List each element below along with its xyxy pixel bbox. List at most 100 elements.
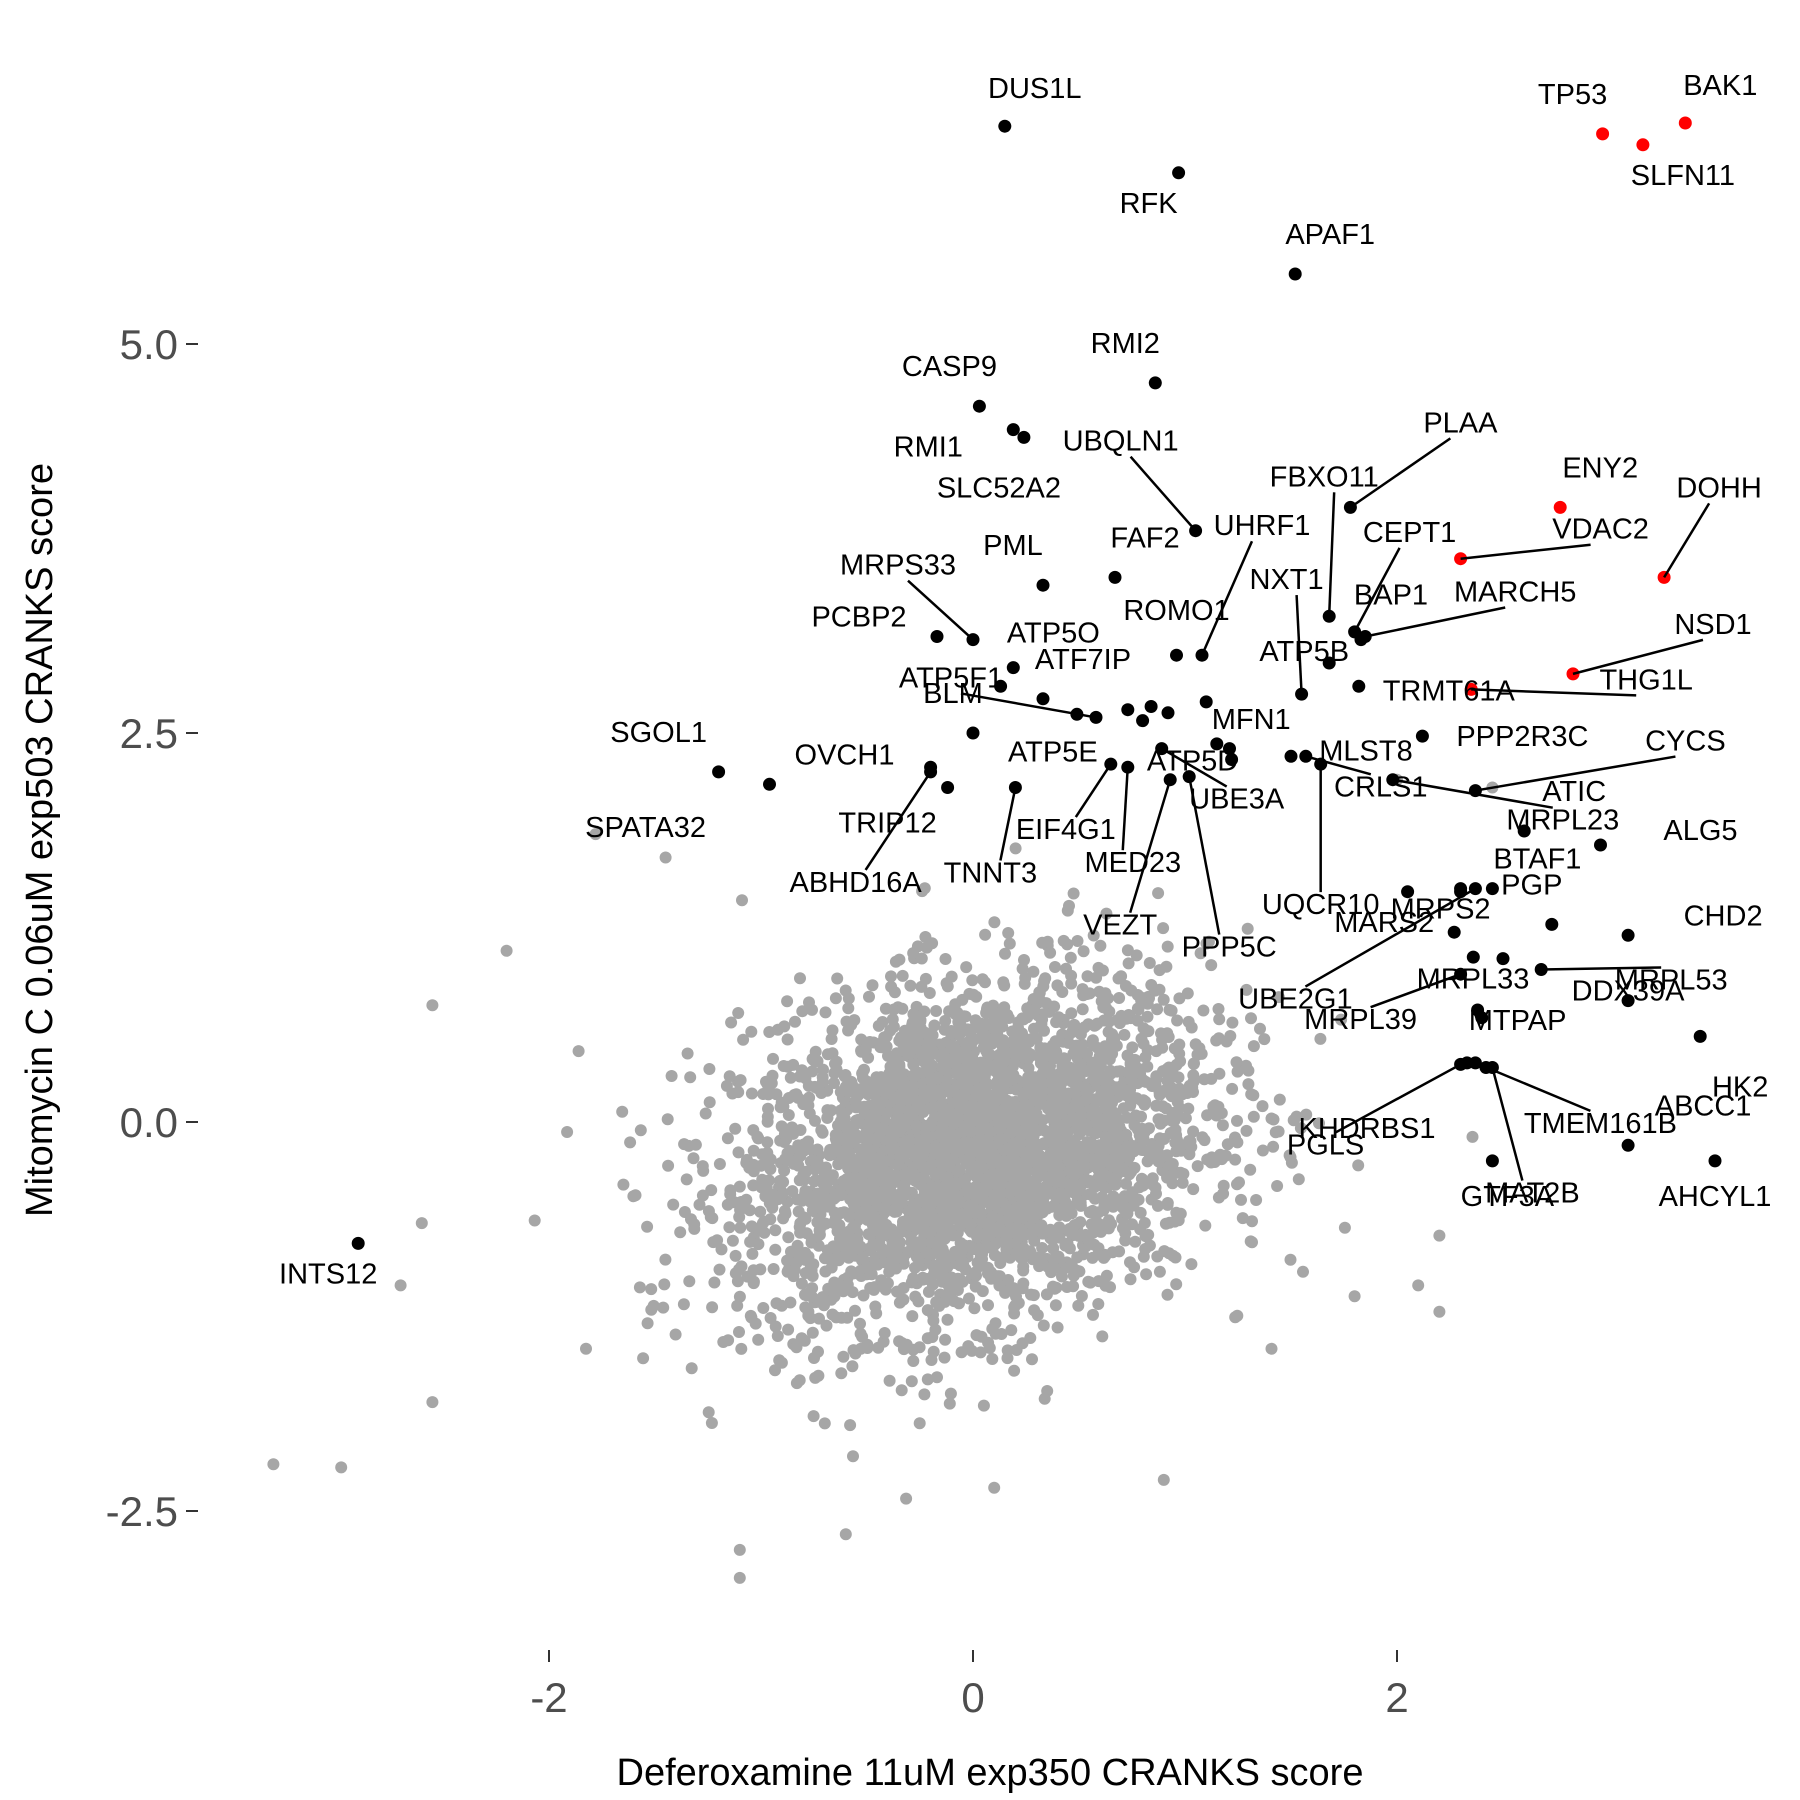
background-point [1297,1265,1309,1278]
background-point [892,1157,905,1170]
background-point [1046,1070,1059,1083]
background-point [696,1160,709,1173]
background-point [1254,1022,1266,1035]
background-point [889,1168,902,1181]
background-point [1027,965,1040,978]
point-label: INTS12 [279,1258,377,1290]
leader-line [1392,778,1553,809]
background-point [645,1283,658,1296]
background-point [791,1193,804,1206]
background-point [1090,1056,1102,1069]
background-point [754,1205,767,1218]
point-label: MRPL23 [1506,805,1619,837]
background-point [918,1171,930,1184]
background-point [999,947,1011,960]
point-label: FBXO11 [1270,461,1379,493]
background-point [895,1384,908,1397]
background-point [1135,1110,1147,1123]
background-point [1197,1004,1210,1017]
background-point [1128,1161,1141,1174]
background-point [733,1211,746,1223]
background-point [1152,1113,1165,1126]
point-tp53 [1596,127,1610,141]
background-point [725,1016,738,1029]
background-point [733,1571,746,1584]
background-point [1164,1071,1177,1084]
background-point [777,1060,790,1072]
background-point [633,1281,646,1294]
background-point [415,1217,428,1230]
background-point [702,1205,715,1218]
point-label: AHCYL1 [1659,1181,1772,1213]
background-point [769,1224,782,1237]
leader-line [1200,540,1254,656]
background-point [1043,1185,1056,1198]
point-med23 [1121,760,1135,774]
background-point [627,1190,640,1203]
background-point [793,1174,806,1187]
background-point [976,1216,989,1229]
background-point [1027,1143,1039,1155]
point-dus1l [998,119,1012,133]
background-point [990,1222,1003,1235]
background-point [745,1087,758,1100]
point-label: RMI2 [1091,328,1160,360]
background-point [782,1231,795,1244]
background-point [747,1275,760,1288]
background-point [703,1096,716,1109]
background-point [1092,961,1105,974]
background-point [1020,1178,1033,1191]
background-point [986,1353,999,1365]
background-point [820,1319,833,1332]
background-point [1157,922,1170,935]
background-point [1150,1099,1163,1112]
background-point [1099,1279,1112,1292]
background-point [1201,1109,1214,1122]
background-point [720,1079,733,1092]
background-point [849,1304,861,1317]
background-point [940,1181,953,1194]
point-label: ATP5D [1147,746,1238,778]
background-point [706,1301,719,1314]
background-point [815,1087,828,1099]
background-point [1031,1309,1044,1322]
background-point [831,972,844,985]
background-point [1038,1392,1051,1405]
background-point [1143,1239,1156,1252]
background-point [1036,1085,1049,1098]
background-point [1107,1190,1120,1203]
leader-line [1188,776,1221,935]
background-point [1153,1265,1166,1278]
background-point [854,1327,867,1340]
point-label: ATP5B [1259,636,1349,668]
point-label: ATP5O [1007,618,1100,650]
background-point [842,1225,855,1238]
leader-line [1074,763,1112,818]
point-label: PPP5C [1182,932,1277,964]
background-point [765,1077,778,1090]
background-point [1242,1078,1255,1091]
background-point [1003,937,1016,950]
background-point [908,1147,920,1160]
background-point [755,1181,768,1194]
background-point [1062,1036,1075,1049]
background-point [662,1159,675,1172]
background-point [951,1178,964,1191]
background-point [1009,842,1022,855]
background-point [782,1323,795,1336]
background-point [684,1071,697,1084]
background-point [1231,1136,1244,1149]
background-point [1002,1228,1015,1241]
background-point [833,1146,846,1159]
background-point [826,1308,839,1321]
background-point [1231,1065,1244,1078]
background-point [976,973,989,986]
background-point [687,1152,700,1165]
background-point [1005,1110,1018,1123]
background-point [1070,1070,1083,1083]
background-point [1096,1191,1109,1204]
background-point [1161,1288,1174,1301]
point-label: ABCC1 [1655,1090,1752,1122]
background-point [907,1008,920,1021]
background-point [871,1258,884,1271]
